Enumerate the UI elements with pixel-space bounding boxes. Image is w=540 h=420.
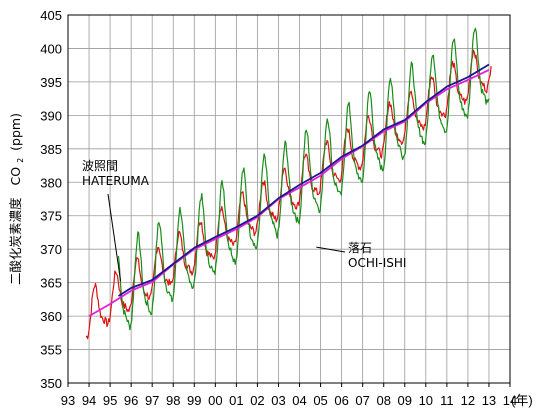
x-tick-label: 05 (313, 393, 327, 408)
annotation-leader-line (107, 193, 122, 282)
series-line (118, 63, 490, 297)
x-tick-label: 13 (482, 393, 496, 408)
series-line (85, 49, 492, 340)
x-tick-label: 96 (124, 393, 138, 408)
y-tick-label: 350 (40, 376, 62, 391)
y-axis-label-subscript: 2 (16, 158, 25, 163)
y-tick-label: 380 (40, 175, 62, 190)
x-tick-label: 99 (187, 393, 201, 408)
x-tick-label: 04 (292, 393, 306, 408)
series-layer (85, 27, 492, 340)
y-axis-label-co: CO (8, 167, 23, 186)
plot-frame (67, 14, 511, 384)
y-axis-label-unit: (ppm) (8, 113, 23, 151)
x-tick-label: 06 (334, 393, 348, 408)
y-axis-label-text: 二酸化炭素濃度 (8, 197, 23, 285)
y-axis-ticks: 350 355 360 365 370 375 380 385 390 395 400 405 (40, 8, 62, 391)
x-tick-label: 02 (250, 393, 264, 408)
x-tick-label: 01 (229, 393, 243, 408)
x-tick-label: 97 (145, 393, 159, 408)
y-tick-label: 405 (40, 8, 62, 23)
x-tick-label: 11 (440, 393, 454, 408)
x-axis-ticks: 93 94 95 96 97 98 99 00 01 02 03 04 05 06 07 08 09 10 11 12… (61, 383, 517, 408)
annotation-label: HATERUMA (82, 174, 150, 188)
y-tick-label: 360 (40, 309, 62, 324)
x-tick-label: 95 (103, 393, 117, 408)
y-tick-label: 370 (40, 242, 62, 257)
series-line (88, 69, 490, 317)
x-tick-label: 14 (503, 393, 517, 408)
x-axis-unit-label: (年) (511, 393, 533, 408)
x-tick-label: 07 (355, 393, 369, 408)
annotation-label: 落石 (348, 241, 372, 255)
y-tick-label: 365 (40, 276, 62, 291)
x-tick-label: 98 (166, 393, 180, 408)
y-tick-label: 390 (40, 108, 62, 123)
x-tick-label: 94 (82, 393, 96, 408)
y-tick-label: 395 (40, 75, 62, 90)
x-tick-label: 08 (376, 393, 390, 408)
annotation-label: 波照間 (82, 159, 118, 173)
x-tick-label: 93 (61, 393, 75, 408)
y-tick-label: 355 (40, 343, 62, 358)
y-axis-label: 二酸化炭素濃度 CO 2 (ppm) (8, 113, 26, 285)
annotation-label: OCHI-ISHI (348, 256, 406, 270)
x-tick-label: 03 (271, 393, 285, 408)
y-tick-label: 375 (40, 209, 62, 224)
grid (68, 15, 510, 383)
series-line (117, 27, 490, 331)
x-tick-label: 09 (398, 393, 412, 408)
x-tick-label: 00 (208, 393, 222, 408)
y-tick-label: 385 (40, 142, 62, 157)
x-tick-label: 10 (419, 393, 433, 408)
annotation-leader-line (316, 246, 346, 253)
x-tick-label: 12 (461, 393, 475, 408)
y-tick-label: 400 (40, 41, 62, 56)
